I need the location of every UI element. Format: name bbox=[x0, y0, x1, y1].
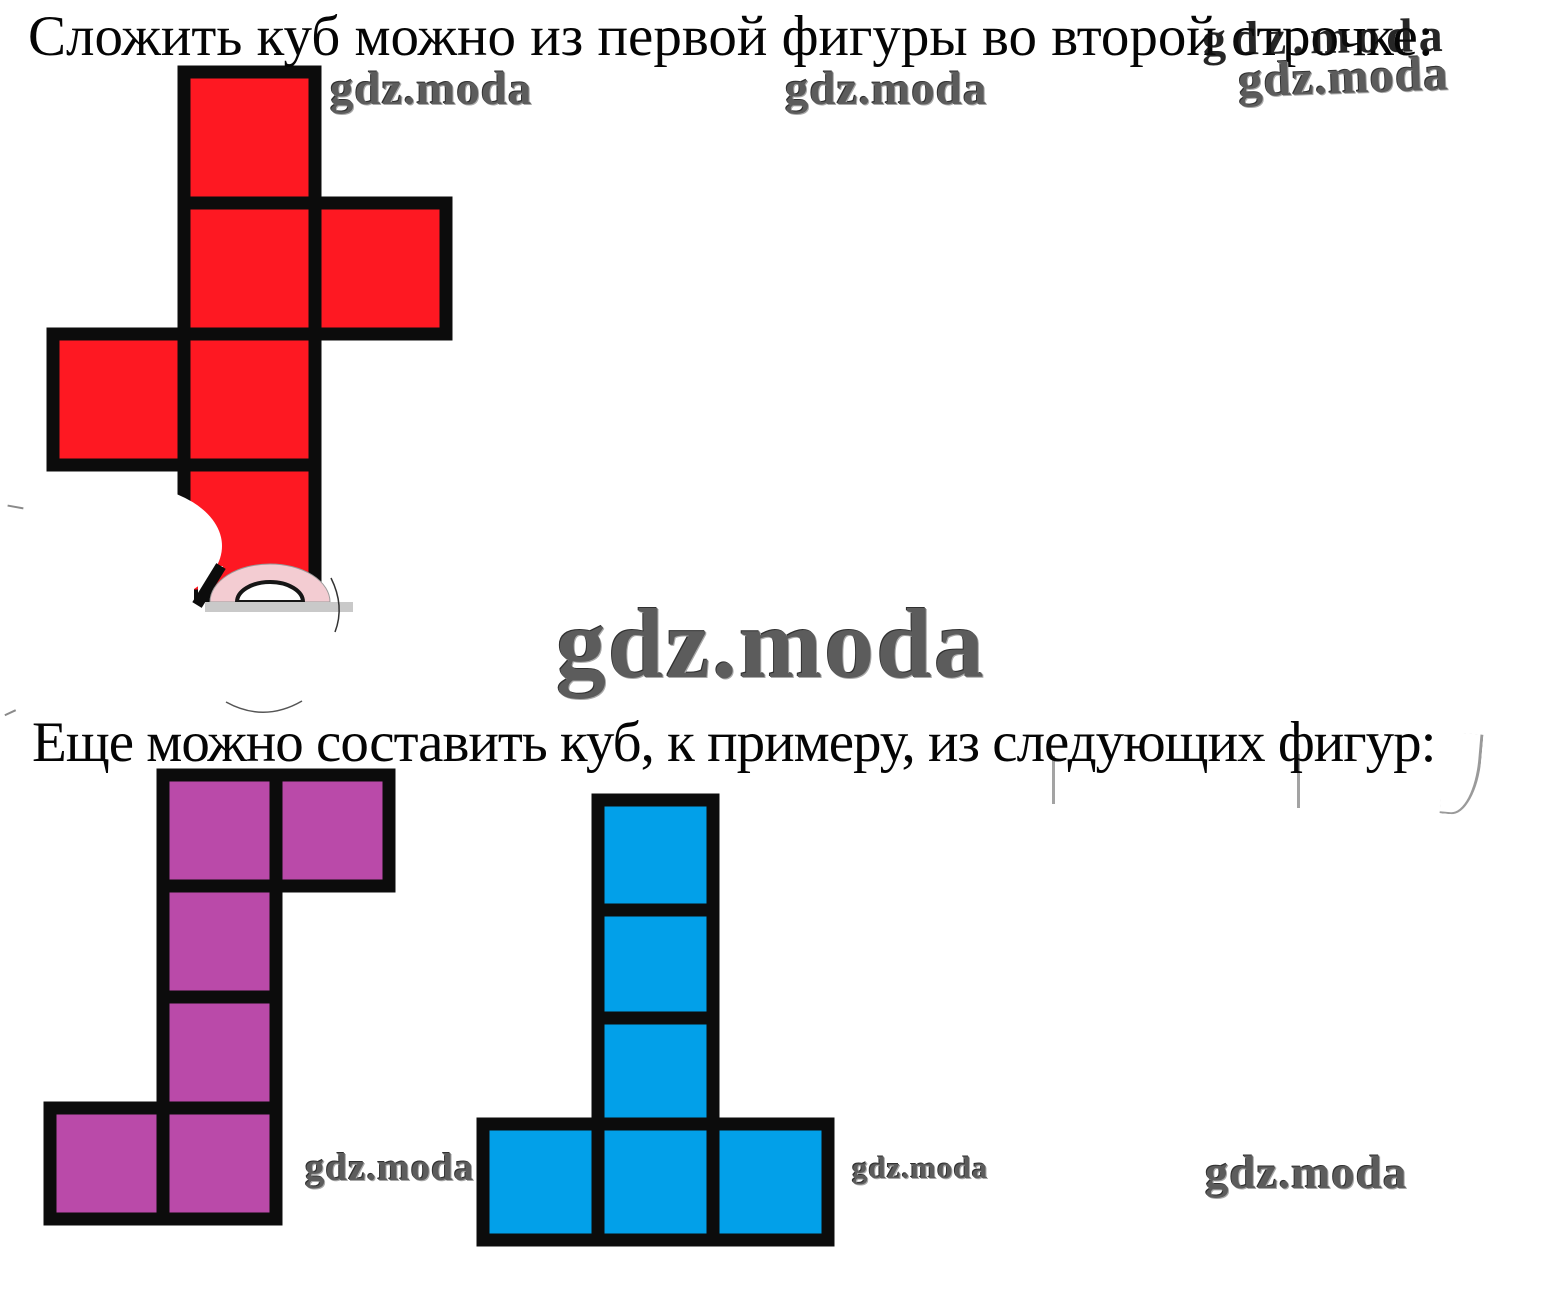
purple-net-cell bbox=[43, 1101, 170, 1226]
red-net-cell bbox=[177, 65, 322, 210]
red-net-cell bbox=[177, 327, 322, 472]
watermark-beside-blue: gdz.moda bbox=[852, 1150, 989, 1185]
purple-net-cell bbox=[156, 768, 283, 893]
watermark-remnant-curve bbox=[1439, 731, 1484, 817]
blue-net-cell bbox=[591, 1011, 720, 1131]
blue-net-cell bbox=[591, 903, 720, 1025]
blue-net-svg bbox=[476, 793, 835, 1247]
purple-net-cell bbox=[156, 879, 283, 1004]
purple-net-cell bbox=[156, 990, 283, 1115]
red-net-cell bbox=[308, 196, 453, 341]
blue-cube-net-figure bbox=[470, 790, 850, 1260]
watermark-remnant-stroke bbox=[1052, 756, 1055, 804]
blue-net-cell bbox=[591, 793, 720, 917]
watermark-top-left: gdz.moda bbox=[330, 63, 533, 115]
watermark-remnant-stroke bbox=[1297, 754, 1300, 808]
watermark-bottom-right: gdz.moda bbox=[1205, 1147, 1408, 1199]
blue-net-cell bbox=[706, 1117, 835, 1247]
watermark-beside-purple: gdz.moda bbox=[305, 1146, 475, 1189]
watermark-top-center: gdz.moda bbox=[785, 63, 988, 115]
blue-net-cell bbox=[476, 1117, 605, 1247]
red-net-cell bbox=[46, 327, 191, 472]
blue-net-cell bbox=[591, 1117, 720, 1247]
red-net-svg bbox=[22, 65, 453, 713]
heading-line-1: Сложить куб можно из первой фигуры во вт… bbox=[28, 5, 1434, 68]
purple-net-cell bbox=[269, 768, 396, 893]
red-net-cell bbox=[177, 196, 322, 341]
watermark-dark-overlay: gdz.moda bbox=[1201, 8, 1450, 67]
red-cube-net-figure bbox=[22, 60, 470, 740]
heading-line-2: Еще можно составить куб, к примеру, из с… bbox=[32, 711, 1436, 774]
stray-mark bbox=[1, 703, 17, 717]
purple-net-svg bbox=[43, 768, 396, 1226]
watermark-center-large: gdz.moda bbox=[556, 588, 986, 699]
stray-mark bbox=[7, 498, 25, 510]
purple-net-cell bbox=[156, 1101, 283, 1226]
purple-cube-net-figure bbox=[35, 760, 415, 1240]
